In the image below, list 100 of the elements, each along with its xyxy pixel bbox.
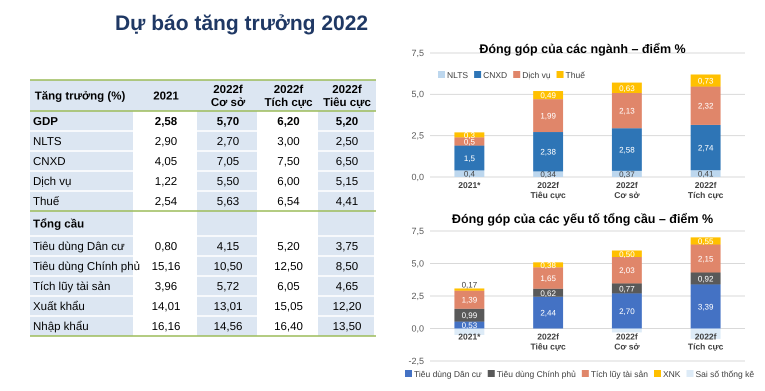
- chart-title: Đóng góp của các ngành – điểm %: [479, 42, 686, 56]
- legend-label: Tiêu dùng Dân cư: [414, 369, 482, 379]
- text: 4,15: [216, 241, 240, 253]
- data-label: 0,5: [464, 137, 476, 146]
- y-tick-label: 5,0: [411, 89, 424, 100]
- y-tick-label: 7,5: [411, 48, 424, 58]
- bar: [612, 128, 642, 171]
- text: 3,75: [336, 241, 358, 253]
- data-label: 1,39: [462, 296, 478, 305]
- data-label: 0,63: [619, 84, 636, 93]
- data-label: 0,3: [464, 130, 476, 140]
- text: 7,05: [216, 156, 240, 168]
- category-label: NLTS: [33, 136, 62, 148]
- text: 6,00: [277, 176, 300, 188]
- bar: [454, 288, 484, 291]
- data-label: 0,17: [462, 280, 478, 290]
- text: 2,90: [154, 136, 178, 148]
- text: 6,20: [277, 116, 300, 128]
- y-tick-label: -2,5: [408, 356, 424, 366]
- text: 5,50: [216, 176, 240, 188]
- category-label: Thuế: [33, 196, 60, 208]
- legend-label: Dịch vụ: [522, 70, 551, 80]
- bar: [533, 132, 564, 172]
- data-label: 0,92: [698, 274, 714, 284]
- category-label: 2021: [153, 90, 180, 102]
- x-tick-label: 2022f Tiêu cực: [530, 180, 566, 200]
- data-label: 3,39: [698, 302, 714, 312]
- text: 16,40: [274, 321, 303, 333]
- text: 16,16: [152, 321, 180, 333]
- data-label: 0,41: [698, 170, 714, 179]
- text: 3,96: [154, 281, 178, 293]
- category-label: Tích lũy tài sản: [33, 281, 110, 293]
- y-tick-label: 0,0: [411, 172, 424, 182]
- x-tick-label: 2021*: [458, 332, 482, 342]
- text: 12,20: [332, 301, 362, 313]
- bar: [454, 146, 484, 170]
- text: 6,50: [336, 156, 358, 168]
- text: 8,50: [336, 261, 358, 273]
- data-label: 0,77: [619, 284, 636, 294]
- text: 2,58: [154, 116, 178, 128]
- bar: [690, 284, 721, 328]
- text: 2,50: [336, 136, 358, 148]
- text: 4,05: [154, 156, 178, 168]
- legend-label: Tích lũy tài sản: [590, 369, 648, 379]
- text: 12,50: [274, 261, 303, 273]
- x-tick-label: 2022f Cơ sở: [614, 180, 640, 200]
- category-label: Dịch vụ: [33, 176, 72, 188]
- data-label: 0,38: [540, 260, 556, 270]
- data-label: 0,62: [540, 288, 556, 298]
- text: 4,41: [336, 196, 358, 208]
- bar: [533, 99, 564, 132]
- category-label: Tiêu dùng Chính phủ: [33, 261, 140, 273]
- data-label: 1,65: [540, 274, 556, 283]
- data-label: 0,55: [698, 236, 714, 246]
- y-tick-label: 5,0: [411, 258, 424, 268]
- text: 2,70: [216, 136, 240, 148]
- data-label: 2,44: [540, 308, 556, 318]
- data-label: 2,13: [619, 106, 636, 116]
- category-label: Tiêu dùng Dân cư: [33, 241, 125, 253]
- category-label: Nhập khẩu: [33, 321, 89, 333]
- x-tick-label: 2022f Tích cực: [688, 180, 724, 200]
- data-label: 0,99: [462, 311, 478, 320]
- text: 6,54: [277, 196, 300, 208]
- category-label: CNXD: [33, 156, 66, 168]
- bar: [612, 328, 642, 332]
- data-label: 0,50: [619, 250, 636, 259]
- text: 5,15: [336, 176, 358, 188]
- text: Dự báo tăng trưởng 2022: [115, 12, 368, 35]
- x-tick-label: 2022f Tiêu cực: [530, 332, 566, 352]
- text: 5,72: [216, 281, 240, 293]
- bar: [454, 290, 484, 309]
- data-label: 0,34: [540, 170, 556, 180]
- data-label: 0,73: [698, 76, 714, 86]
- text: 1,22: [154, 176, 178, 188]
- bar: [612, 257, 642, 284]
- text: 2,54: [154, 196, 178, 208]
- text: 6,05: [277, 281, 300, 293]
- data-label: 0,49: [540, 91, 556, 100]
- legend-label: Tiêu dùng Chính phủ: [496, 369, 576, 379]
- category-label: Tổng cầu: [33, 218, 84, 230]
- y-tick-label: 0,0: [411, 323, 424, 334]
- data-label: 2,70: [619, 306, 636, 316]
- data-label: 2,74: [698, 144, 714, 153]
- text: 14,01: [152, 301, 180, 313]
- category-label: Tăng trưởng (%): [34, 90, 126, 102]
- y-tick-label: 7,5: [411, 226, 424, 236]
- bar: [612, 293, 642, 328]
- legend-label: XNK: [663, 369, 681, 379]
- text: 0,80: [154, 241, 178, 253]
- text: 13,50: [332, 321, 362, 333]
- data-label: 2,15: [698, 254, 714, 264]
- category-label: 2022f Tích cực: [264, 84, 314, 109]
- category-label: GDP: [33, 116, 58, 128]
- text: 15,05: [274, 301, 303, 313]
- category-label: 2022f Tiêu cực: [323, 84, 372, 109]
- legend-label: Thuế: [566, 70, 586, 80]
- x-tick-label: 2021*: [458, 180, 482, 190]
- bar: [690, 86, 721, 125]
- legend-label: Sai số thống kê: [695, 369, 754, 379]
- data-label: 0,4: [464, 170, 476, 179]
